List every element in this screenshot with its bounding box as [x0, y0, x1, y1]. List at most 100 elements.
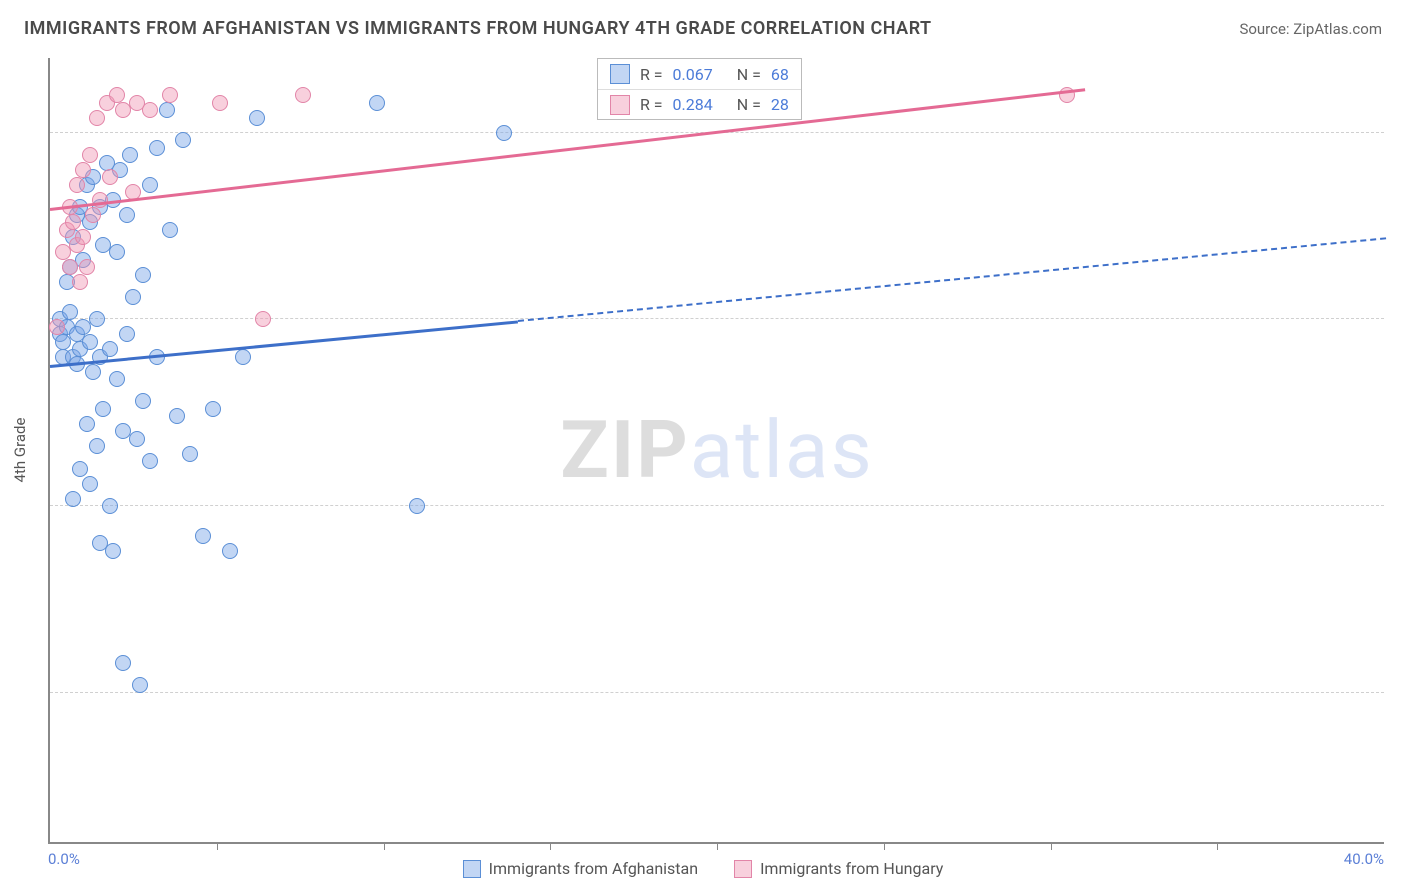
- scatter-point: [105, 543, 121, 559]
- source-attribution: Source: ZipAtlas.com: [1239, 20, 1382, 38]
- scatter-point: [89, 311, 105, 327]
- scatter-point: [79, 416, 95, 432]
- scatter-point: [85, 207, 101, 223]
- y-tick-label: 92.5%: [1394, 684, 1406, 702]
- scatter-point: [409, 498, 425, 514]
- scatter-point: [72, 461, 88, 477]
- gridline-h: [50, 318, 1384, 319]
- bottom-legend: Immigrants from Afghanistan Immigrants fr…: [0, 859, 1406, 878]
- scatter-point: [119, 207, 135, 223]
- scatter-point: [65, 214, 81, 230]
- stats-r-label: R =: [640, 65, 663, 84]
- scatter-point: [72, 274, 88, 290]
- scatter-point: [109, 244, 125, 260]
- x-tick: [1217, 842, 1218, 850]
- chart-title: IMMIGRANTS FROM AFGHANISTAN VS IMMIGRANT…: [24, 18, 932, 39]
- stats-r-value: 0.067: [673, 65, 713, 84]
- scatter-point: [82, 334, 98, 350]
- stats-row: R = 0.067 N = 68: [598, 59, 801, 89]
- stats-n-label: N =: [737, 95, 761, 114]
- scatter-point: [249, 110, 265, 126]
- scatter-point: [102, 169, 118, 185]
- source-prefix: Source:: [1239, 20, 1293, 38]
- legend-item: Immigrants from Hungary: [734, 859, 943, 878]
- scatter-point: [135, 393, 151, 409]
- chart-header: IMMIGRANTS FROM AFGHANISTAN VS IMMIGRANT…: [0, 0, 1406, 49]
- scatter-point: [85, 364, 101, 380]
- scatter-point: [135, 267, 151, 283]
- legend-label: Immigrants from Hungary: [760, 859, 943, 878]
- x-tick: [217, 842, 218, 850]
- y-tick-label: 100.0%: [1394, 124, 1406, 142]
- plot-region: 4th Grade ZIPatlas 92.5%95.0%97.5%100.0%…: [48, 58, 1384, 844]
- legend-swatch: [463, 860, 481, 878]
- y-axis-label: 4th Grade: [11, 418, 29, 483]
- scatter-point: [149, 140, 165, 156]
- watermark-zip: ZIP: [560, 403, 690, 497]
- scatter-point: [109, 371, 125, 387]
- watermark-atlas: atlas: [690, 403, 874, 497]
- scatter-point: [142, 453, 158, 469]
- scatter-point: [82, 147, 98, 163]
- stats-n-value: 28: [771, 95, 789, 114]
- scatter-point: [115, 655, 131, 671]
- scatter-point: [125, 289, 141, 305]
- scatter-point: [69, 177, 85, 193]
- legend-label: Immigrants from Afghanistan: [489, 859, 698, 878]
- stats-swatch: [610, 64, 630, 84]
- scatter-point: [75, 162, 91, 178]
- gridline-h: [50, 505, 1384, 506]
- scatter-point: [95, 401, 111, 417]
- regression-line: [50, 88, 1086, 211]
- scatter-point: [122, 147, 138, 163]
- x-tick: [384, 842, 385, 850]
- scatter-point: [175, 132, 191, 148]
- legend-item: Immigrants from Afghanistan: [463, 859, 698, 878]
- scatter-point: [102, 341, 118, 357]
- scatter-point: [49, 319, 65, 335]
- stats-n-value: 68: [771, 65, 789, 84]
- source-link[interactable]: ZipAtlas.com: [1293, 20, 1382, 38]
- y-tick-label: 97.5%: [1394, 310, 1406, 328]
- scatter-point: [182, 446, 198, 462]
- scatter-point: [205, 401, 221, 417]
- scatter-point: [255, 311, 271, 327]
- chart-area: 4th Grade ZIPatlas 92.5%95.0%97.5%100.0%…: [48, 58, 1384, 844]
- scatter-point: [62, 304, 78, 320]
- scatter-point: [102, 498, 118, 514]
- scatter-point: [169, 408, 185, 424]
- scatter-point: [142, 102, 158, 118]
- stats-box: R = 0.067 N = 68 R = 0.284 N = 28: [597, 58, 802, 120]
- scatter-point: [79, 259, 95, 275]
- regression-line-dashed: [517, 238, 1386, 323]
- scatter-point: [195, 528, 211, 544]
- scatter-point: [129, 431, 145, 447]
- scatter-point: [222, 543, 238, 559]
- scatter-point: [162, 87, 178, 103]
- scatter-point: [159, 102, 175, 118]
- stats-n-label: N =: [737, 65, 761, 84]
- scatter-point: [75, 229, 91, 245]
- x-tick: [717, 842, 718, 850]
- stats-r-value: 0.284: [673, 95, 713, 114]
- stats-r-label: R =: [640, 95, 663, 114]
- scatter-point: [89, 110, 105, 126]
- x-tick: [1051, 842, 1052, 850]
- scatter-point: [142, 177, 158, 193]
- scatter-point: [82, 476, 98, 492]
- scatter-point: [369, 95, 385, 111]
- x-tick: [884, 842, 885, 850]
- scatter-point: [235, 349, 251, 365]
- y-tick-label: 95.0%: [1394, 497, 1406, 515]
- scatter-point: [89, 438, 105, 454]
- scatter-point: [212, 95, 228, 111]
- scatter-point: [109, 87, 125, 103]
- stats-row: R = 0.284 N = 28: [598, 89, 801, 119]
- scatter-point: [295, 87, 311, 103]
- watermark: ZIPatlas: [560, 403, 873, 497]
- scatter-point: [62, 259, 78, 275]
- scatter-point: [162, 222, 178, 238]
- scatter-point: [496, 125, 512, 141]
- regression-line: [50, 320, 518, 368]
- x-tick: [550, 842, 551, 850]
